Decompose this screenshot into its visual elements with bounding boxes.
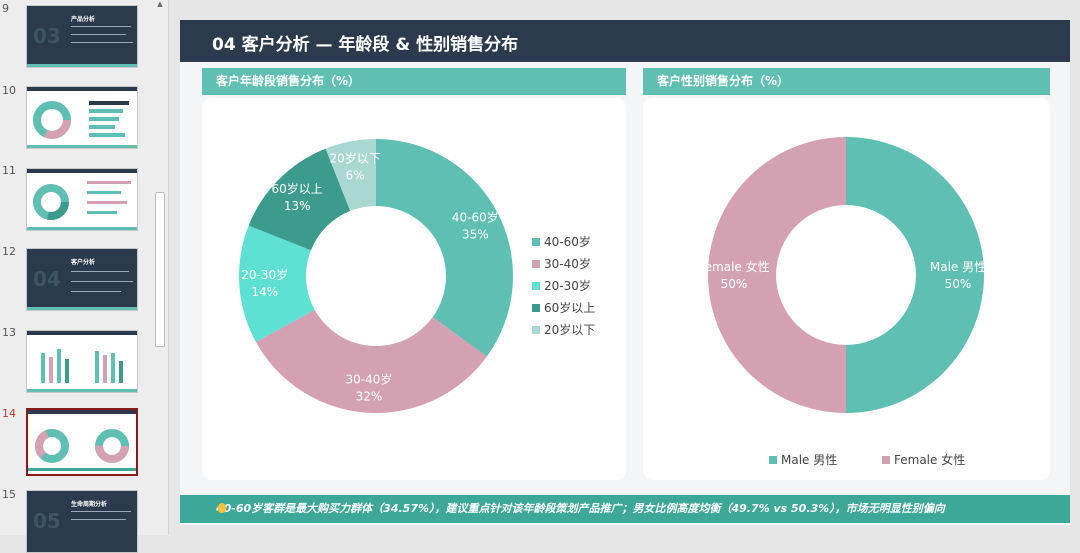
donut-slice	[325, 139, 376, 211]
slide-canvas: 04 客户分析 — 年龄段 & 性别销售分布 客户年龄段销售分布（%） 40-6…	[180, 20, 1070, 525]
thumbnail-title: 客户分析	[71, 259, 96, 266]
slice-category-label: 30-40岁	[346, 371, 393, 386]
slide-thumbnail-14[interactable]	[26, 408, 138, 476]
slide-thumbnail-10[interactable]	[26, 86, 138, 149]
section-number: 04	[33, 267, 61, 291]
insight-text: 40-60岁客群是最大购买力群体（34.57%），建议重点针对该年龄段策划产品推…	[216, 502, 945, 515]
legend-swatch	[769, 456, 777, 464]
slide-thumbnail-15[interactable]: 05 生命周期分析	[26, 490, 138, 553]
donut-slice	[846, 137, 984, 413]
slice-category-label: Female 女性	[698, 259, 769, 274]
legend-swatch	[532, 326, 540, 334]
legend-swatch	[532, 282, 540, 290]
legend-label: 20岁以下	[544, 322, 595, 337]
donut-slice	[239, 225, 315, 343]
slide-thumbnail-13[interactable]	[26, 330, 138, 393]
slice-category-label: 20岁以下	[329, 150, 380, 165]
gender-chart-card: Male 男性 50% Female 女性 50% Male 男性 Female 女性	[643, 98, 1050, 480]
legend-swatch	[882, 456, 890, 464]
slide-title: 04 客户分析 — 年龄段 & 性别销售分布	[212, 35, 519, 55]
donut-slice	[255, 309, 487, 413]
slide-thumbnail-pane: 9 03 产品分析 10 11 12	[0, 0, 169, 553]
slice-value-label: 6%	[346, 168, 365, 182]
slice-category-label: Male 男性	[930, 260, 986, 274]
slide-number: 15	[2, 488, 16, 501]
lightbulb-icon	[218, 503, 226, 513]
legend-label: 30-40岁	[544, 256, 591, 271]
legend-label: 20-30岁	[544, 278, 591, 293]
slice-value-label: 50%	[945, 277, 972, 291]
age-donut-chart: 40-60岁 35% 30-40岁 32% 20-30岁 14% 60岁以上 13% 20岁以下…	[239, 139, 595, 413]
slide-number: 9	[2, 2, 9, 15]
donut-slice	[376, 139, 513, 357]
slice-value-label: 35%	[462, 227, 489, 241]
scrollbar-thumb[interactable]	[155, 192, 165, 347]
slide-number: 10	[2, 84, 16, 97]
gender-donut-chart: Male 男性 50% Female 女性 50% Male 男性 Female 女性	[698, 137, 986, 467]
slide-thumbnail-11[interactable]	[26, 168, 138, 231]
legend-label: 60岁以上	[544, 300, 595, 315]
donut-slice	[708, 137, 846, 413]
thumbnail-title: 生命周期分析	[71, 501, 108, 508]
gender-chart-title: 客户性别销售分布（%）	[643, 68, 1050, 95]
slice-category-label: 60岁以上	[272, 181, 323, 196]
slice-category-label: 20-30岁	[241, 267, 288, 282]
insight-footer: 40-60岁客群是最大购买力群体（34.57%），建议重点针对该年龄段策划产品推…	[180, 495, 1070, 523]
donut-slice	[248, 148, 351, 251]
legend-swatch	[532, 260, 540, 268]
slice-category-label: 40-60岁	[452, 209, 499, 224]
slide-number: 13	[2, 326, 16, 339]
section-number: 05	[33, 509, 61, 533]
slide-title-bar: 04 客户分析 — 年龄段 & 性别销售分布	[180, 20, 1070, 62]
slide-number: 12	[2, 245, 16, 258]
legend-swatch	[532, 238, 540, 246]
age-chart-title: 客户年龄段销售分布（%）	[202, 68, 626, 95]
slice-value-label: 14%	[251, 285, 278, 299]
slide-number: 11	[2, 164, 16, 177]
slide-thumbnail-9[interactable]: 03 产品分析	[26, 5, 138, 68]
slice-value-label: 32%	[356, 389, 383, 403]
slide-number: 14	[2, 407, 16, 420]
slice-value-label: 13%	[284, 199, 311, 213]
scroll-up-icon[interactable]: ▲	[157, 0, 163, 8]
legend-label: 40-60岁	[544, 234, 591, 249]
thumbnail-title: 产品分析	[71, 16, 96, 23]
legend-swatch	[532, 304, 540, 312]
legend-label: Male 男性	[781, 453, 837, 467]
section-number: 03	[33, 24, 61, 48]
legend-label: Female 女性	[894, 452, 965, 467]
age-chart-card: 40-60岁 35% 30-40岁 32% 20-30岁 14% 60岁以上 13% 20岁以下…	[202, 98, 626, 480]
slide-thumbnail-12[interactable]: 04 客户分析	[26, 248, 138, 311]
slice-value-label: 50%	[721, 277, 748, 291]
